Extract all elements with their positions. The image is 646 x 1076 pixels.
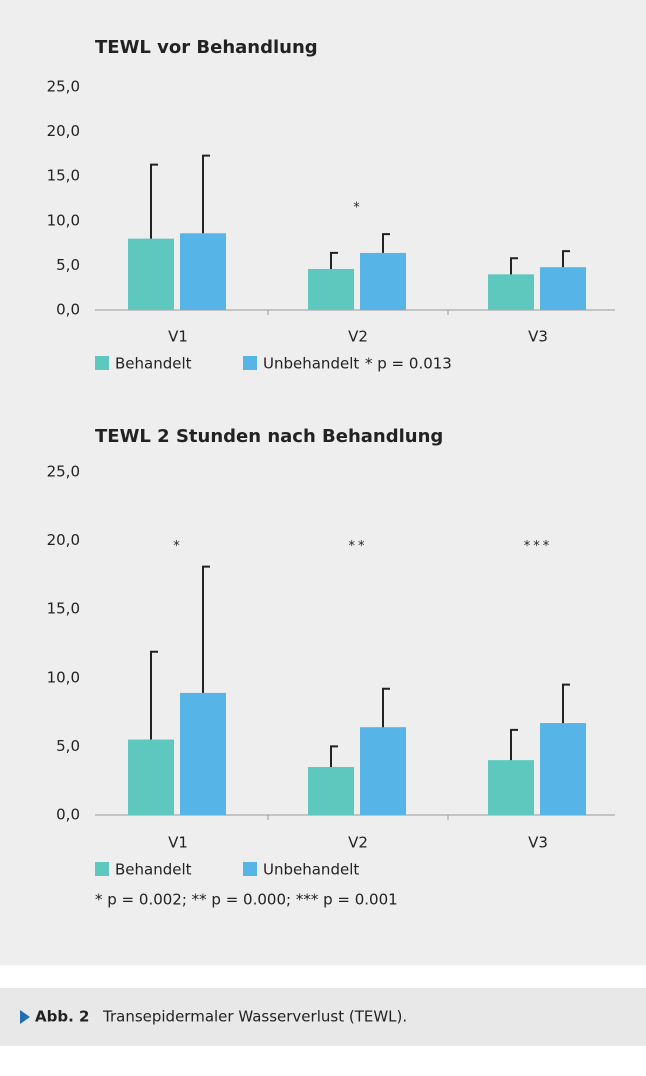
note: * p = 0.002; ** p = 0.000; *** p = 0.001 <box>95 891 398 909</box>
y-tick-label: 5,0 <box>56 256 80 274</box>
error-bar <box>382 687 390 728</box>
bar <box>180 233 226 310</box>
x-tick-label: V2 <box>348 834 368 852</box>
y-tick-label: 20,0 <box>47 122 80 140</box>
caption-box <box>0 988 646 1046</box>
legend-swatch <box>95 862 109 876</box>
caption-marker <box>20 1010 30 1024</box>
chart-title: TEWL vor Behandlung <box>95 37 318 58</box>
y-tick-label: 10,0 <box>47 668 80 686</box>
bar <box>360 252 406 310</box>
bar <box>540 723 586 815</box>
bar <box>128 238 174 310</box>
bar <box>128 739 174 815</box>
caption-label: Abb. 2 <box>35 1008 89 1026</box>
x-tick-label: V3 <box>528 834 548 852</box>
error-bar <box>202 565 210 693</box>
annotation: * <box>173 539 183 554</box>
error-bar <box>510 728 518 761</box>
legend-label: Unbehandelt <box>263 861 359 879</box>
bar <box>308 766 354 815</box>
bar <box>308 268 354 310</box>
legend-label: Unbehandelt <box>263 355 359 373</box>
bar <box>540 267 586 310</box>
y-tick-label: 0,0 <box>56 301 80 319</box>
error-bar <box>202 154 210 234</box>
chart-title: TEWL 2 Stunden nach Behandlung <box>95 426 443 447</box>
legend-label: Behandelt <box>115 861 192 879</box>
error-bar <box>562 250 570 268</box>
y-tick-label: 25,0 <box>47 78 80 96</box>
x-tick-label: V1 <box>168 328 188 346</box>
annotation: * <box>353 201 363 216</box>
x-tick-label: V1 <box>168 834 188 852</box>
y-tick-label: 15,0 <box>47 167 80 185</box>
legend-swatch <box>95 356 109 370</box>
error-bar <box>330 745 338 767</box>
y-tick-label: 15,0 <box>47 600 80 618</box>
error-bar <box>150 650 158 740</box>
x-tick-label: V2 <box>348 328 368 346</box>
annotation: ** <box>349 539 368 554</box>
legend-swatch <box>243 356 257 370</box>
caption-text: Transepidermaler Wasserverlust (TEWL). <box>102 1008 407 1026</box>
bar <box>180 692 226 815</box>
bar <box>360 727 406 815</box>
error-bar <box>382 233 390 253</box>
legend-swatch <box>243 862 257 876</box>
panel <box>0 0 646 965</box>
error-bar <box>510 257 518 275</box>
error-bar <box>562 683 570 724</box>
legend-label: Behandelt <box>115 355 192 373</box>
annotation: *** <box>524 539 553 554</box>
x-tick-label: V3 <box>528 328 548 346</box>
bar <box>488 274 534 310</box>
y-tick-label: 5,0 <box>56 737 80 755</box>
y-tick-label: 20,0 <box>47 531 80 549</box>
error-bar <box>330 251 338 269</box>
y-tick-label: 10,0 <box>47 211 80 229</box>
y-tick-label: 25,0 <box>47 463 80 481</box>
error-bar <box>150 163 158 239</box>
bar <box>488 760 534 815</box>
note: * p = 0.013 <box>365 355 452 373</box>
y-tick-label: 0,0 <box>56 806 80 824</box>
